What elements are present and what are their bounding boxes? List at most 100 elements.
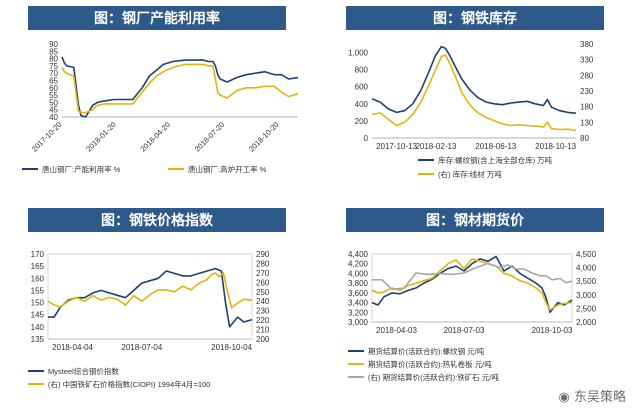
chart-svg: 1351401451501551601651702002102202302402…: [28, 250, 270, 389]
y-left-tick-label: 3,200: [348, 308, 369, 317]
y-right-tick-label: 130: [580, 118, 594, 127]
y-left-tick-label: 90: [49, 40, 58, 49]
chart-svg: 3,0003,2003,4003,6003,8004,0004,2004,400…: [348, 250, 597, 382]
y-left-tick-label: 40: [49, 113, 58, 122]
y-left-tick-label: 3,000: [348, 318, 369, 327]
y-right-tick-label: 250: [256, 288, 270, 297]
y-left-tick-label: 50: [49, 98, 58, 107]
chart-title: 图：钢铁库存: [346, 6, 604, 30]
legend-label: 库存:螺纹钢(含上海全部仓库) 万吨: [438, 155, 553, 165]
y-left-tick-label: 155: [31, 286, 45, 295]
series-line-1: [61, 63, 299, 114]
y-left-tick-label: 600: [355, 83, 369, 92]
y-left-tick-label: 45: [49, 106, 58, 115]
x-tick-label: 2018-06-13: [475, 142, 516, 151]
y-left-tick-label: 3,800: [348, 279, 369, 288]
series-line-0: [61, 56, 299, 118]
legend-label: (右) 中国铁矿石价格指数(CIOPI) 1994年4月=100: [48, 379, 210, 389]
y-right-tick-label: 4,000: [576, 264, 597, 273]
legend-label: 唐山钢厂:产能利用率 %: [42, 164, 121, 174]
y-left-tick-label: 65: [49, 77, 58, 86]
y-left-tick-label: 200: [355, 117, 369, 126]
y-left-tick-label: 60: [49, 84, 58, 93]
x-tick-label: 2018-10-13: [535, 142, 576, 151]
y-left-tick-label: 160: [31, 274, 45, 283]
x-tick-label: 2018-07-03: [444, 326, 485, 335]
series-line-0: [371, 255, 573, 314]
y-left-tick-label: 170: [31, 250, 45, 259]
y-left-tick-label: 75: [49, 62, 58, 71]
chart-title: 图：钢厂产能利用率: [28, 6, 286, 30]
y-right-tick-label: 280: [580, 71, 594, 80]
legend-label: 唐山钢厂:高炉开工率 %: [188, 164, 267, 174]
y-left-tick-label: 165: [31, 262, 45, 271]
y-right-tick-label: 230: [580, 87, 594, 96]
x-tick-label: 2018-07-04: [121, 343, 162, 352]
x-tick-label: 2018-07-20: [193, 120, 226, 153]
chart-title: 图：钢铁价格指数: [28, 208, 286, 232]
y-right-tick-label: 270: [256, 269, 270, 278]
x-tick-label: 2018-04-20: [138, 120, 171, 153]
y-right-tick-label: 3,000: [576, 291, 597, 300]
y-left-tick-label: 55: [49, 91, 58, 100]
y-right-tick-label: 240: [256, 297, 270, 306]
legend-label: 期货结算价(活跃合约):热轧卷板 元/吨: [368, 359, 492, 369]
y-right-tick-label: 280: [256, 259, 270, 268]
x-tick-label: 2018-04-03: [376, 326, 417, 335]
x-tick-label: 2018-02-13: [415, 142, 456, 151]
y-right-tick-label: 220: [256, 316, 270, 325]
watermark: ◉ 东吴策略: [559, 386, 627, 405]
y-right-tick-label: 330: [580, 56, 594, 65]
wechat-icon: ◉: [558, 390, 574, 405]
legend-label: (右) 期货结算价(活跃合约):铁矿石 元/吨: [368, 372, 499, 382]
y-right-tick-label: 380: [580, 40, 594, 49]
y-left-tick-label: 4,000: [348, 269, 369, 278]
series-line-0: [371, 45, 577, 114]
series-line-0: [48, 267, 253, 328]
series-line-1: [371, 258, 573, 311]
y-right-tick-label: 210: [256, 326, 270, 335]
y-left-tick-label: 85: [49, 47, 58, 56]
y-right-tick-label: 80: [580, 134, 589, 143]
y-left-tick-label: 3,600: [348, 289, 369, 298]
y-right-tick-label: 3,500: [576, 277, 597, 286]
legend-label: Mysteel综合钢价指数: [48, 366, 119, 376]
y-right-tick-label: 260: [256, 278, 270, 287]
y-left-tick-label: 3,400: [348, 299, 369, 308]
y-right-tick-label: 2,000: [576, 318, 597, 327]
x-tick-label: 2017-10-13: [376, 142, 417, 151]
y-left-tick-label: 70: [49, 69, 58, 78]
x-tick-label: 2018-10-03: [532, 326, 573, 335]
y-right-tick-label: 4,500: [576, 250, 597, 259]
series-line-1: [47, 272, 253, 309]
y-left-tick-label: 400: [355, 100, 369, 109]
chart-svg: 0 200 400 600 800 1,000 80 130 180 230 280 330 380 20…: [348, 40, 594, 179]
y-left-tick-label: 4,200: [348, 260, 369, 269]
x-tick-label: 2018-10-04: [211, 343, 252, 352]
chart-title: 图：钢材期货价: [346, 208, 604, 232]
y-left-tick-label: 800: [355, 66, 369, 75]
series-line-2: [372, 262, 573, 291]
legend-label: 期货结算价(活跃合约):螺纹钢 元/吨: [368, 346, 485, 356]
y-left-tick-label: 1,000: [348, 49, 369, 58]
y-left-tick-label: 145: [31, 311, 45, 320]
y-right-tick-label: 2,500: [576, 304, 597, 313]
watermark-text: 东吴策略: [573, 390, 626, 405]
plot-frame: [47, 253, 253, 340]
y-left-tick-label: 135: [31, 335, 45, 344]
y-left-tick-label: 4,400: [348, 250, 369, 259]
series-line-1: [371, 54, 577, 132]
y-left-tick-label: 80: [49, 55, 58, 64]
x-tick-label: 2018-10-20: [247, 120, 280, 153]
x-tick-label: 2018-01-20: [84, 120, 117, 153]
y-left-tick-label: 0: [364, 134, 369, 143]
y-right-tick-label: 290: [256, 250, 270, 259]
legend-label: (右) 库存:线材 万吨: [438, 169, 502, 179]
x-tick-label: 2017-10-20: [30, 120, 63, 153]
y-left-tick-label: 150: [31, 299, 45, 308]
y-left-tick-label: 140: [31, 323, 45, 332]
y-right-tick-label: 200: [256, 335, 270, 344]
y-right-tick-label: 180: [580, 103, 594, 112]
plot-frame: [371, 253, 573, 323]
